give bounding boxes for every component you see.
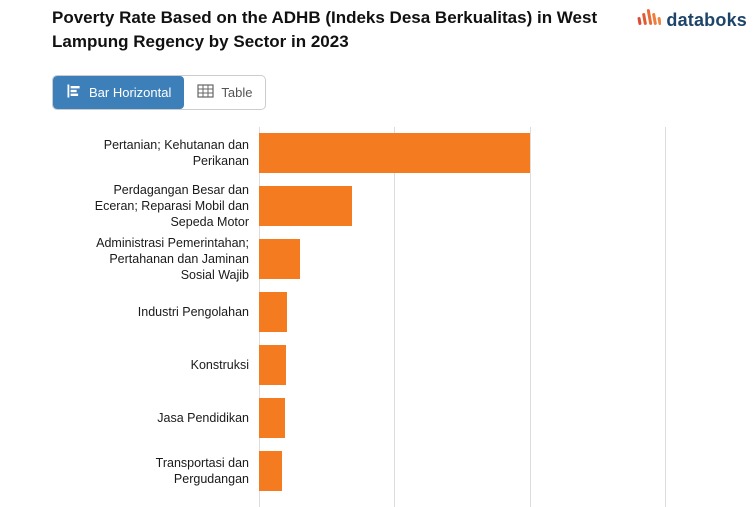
category-label: Perdagangan Besar dan Eceran; Reparasi M…: [94, 182, 249, 230]
horizontal-bar-chart-icon: [66, 83, 82, 102]
chart-row: Industri Pengolahan: [0, 286, 753, 339]
bar-area: [259, 239, 753, 280]
bar-horizontal-label: Bar Horizontal: [89, 84, 172, 100]
category-label: Transportasi dan Pergudangan: [155, 455, 249, 487]
chart-row: Jasa Pendidikan: [0, 392, 753, 445]
bar[interactable]: [259, 186, 353, 227]
databoks-bars-icon: [637, 8, 662, 33]
gridline: [529, 126, 531, 507]
bar-chart: Pertanian; Kehutanan dan Perikanan Perdag…: [0, 126, 753, 507]
category-label: Industri Pengolahan: [137, 304, 249, 319]
bar[interactable]: [259, 133, 530, 174]
category-label: Administrasi Pemerintahan; Pertahanan da…: [96, 235, 249, 283]
category-label: Konstruksi: [190, 357, 249, 372]
chart-view-toggle: Bar Horizontal Table: [52, 74, 267, 110]
chart-row: Perdagangan Besar dan Eceran; Reparasi M…: [0, 180, 753, 233]
bar-area: [259, 186, 753, 227]
chart-row: Pertanian; Kehutanan dan Perikanan: [0, 127, 753, 180]
bar[interactable]: [259, 451, 282, 492]
databoks-logo-text: databoks: [666, 10, 747, 30]
gridline: [394, 126, 396, 507]
bar-area: [259, 398, 753, 439]
bar-area: [259, 451, 753, 492]
gridline: [665, 126, 667, 507]
category-label: Jasa Pendidikan: [157, 410, 249, 425]
bar-area: [259, 133, 753, 174]
chart-row: Transportasi dan Pergudangan: [0, 445, 753, 498]
chart-rows: Pertanian; Kehutanan dan Perikanan Perdag…: [0, 127, 753, 498]
page-title: Poverty Rate Based on the ADHB (Indeks D…: [52, 8, 598, 51]
bar[interactable]: [259, 292, 288, 333]
table-button[interactable]: Table: [184, 76, 265, 109]
category-label: Pertanian; Kehutanan dan Perikanan: [103, 137, 249, 169]
bar[interactable]: [259, 345, 287, 386]
bar-area: [259, 345, 753, 386]
bar[interactable]: [259, 398, 285, 439]
chart-row: Konstruksi: [0, 339, 753, 392]
bar-horizontal-button[interactable]: Bar Horizontal: [53, 75, 185, 109]
table-grid-icon: [197, 83, 214, 102]
bar[interactable]: [259, 239, 300, 280]
header: Poverty Rate Based on the ADHB (Indeks D…: [0, 0, 753, 54]
databoks-logo[interactable]: databoks: [637, 6, 747, 33]
table-label: Table: [221, 84, 253, 100]
bar-area: [259, 292, 753, 333]
chart-row: Administrasi Pemerintahan; Pertahanan da…: [0, 233, 753, 286]
